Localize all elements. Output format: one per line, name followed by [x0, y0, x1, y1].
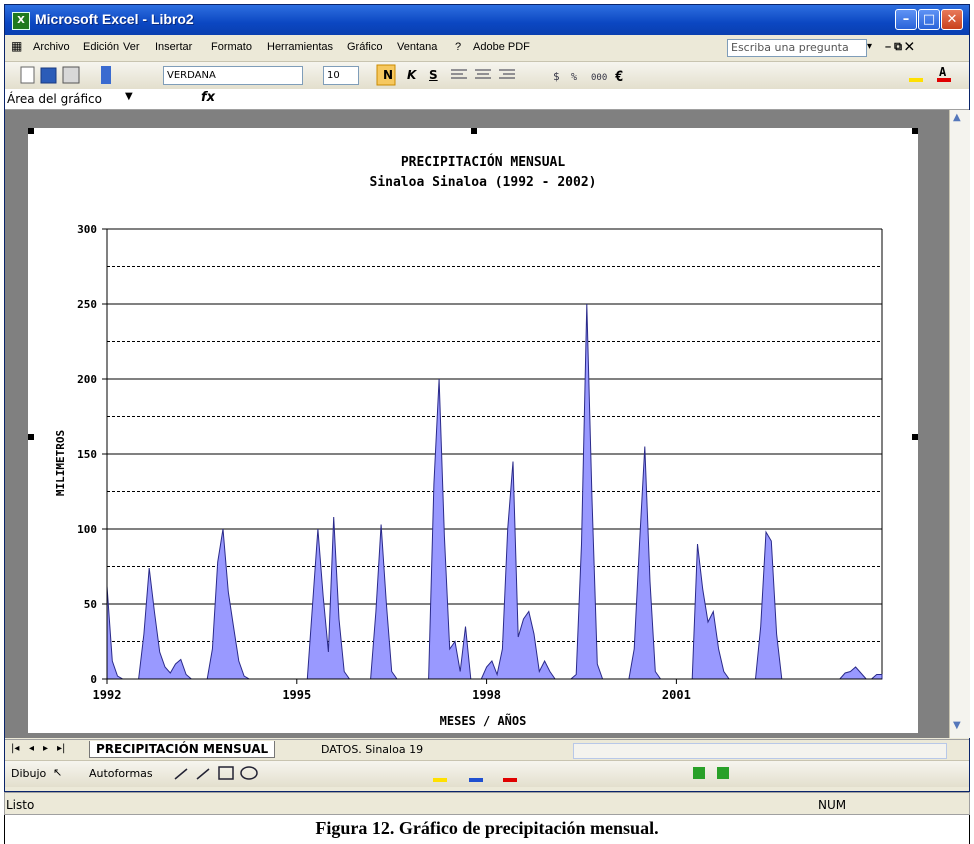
bold-button-bg: [376, 64, 396, 86]
y-tick-label: 150: [77, 448, 97, 461]
oval-tool-icon: [240, 766, 258, 780]
vertical-scrollbar[interactable]: ▲ ▼: [949, 110, 970, 738]
chart-area[interactable]: 0 50 100 150 200 250 300 1992 1995 1998 2001 PRECI…: [28, 128, 918, 733]
y-tick-label: 200: [77, 373, 97, 386]
status-bar: [4, 792, 970, 815]
menu-edicion[interactable]: Edición: [83, 41, 120, 53]
line-tool-icon: [174, 768, 188, 780]
excel-icon: X: [12, 12, 30, 30]
chart-title: PRECIPITACIÓN MENSUAL: [401, 154, 566, 170]
scroll-up-icon[interactable]: ▲: [953, 112, 961, 123]
arrow-tool-icon: [196, 768, 210, 780]
figure-caption: Figura 12. Gráfico de precipitación mens…: [315, 818, 659, 838]
num-lock-indicator: NUM: [818, 798, 847, 812]
fill-color-swatch: [433, 778, 447, 782]
print-preview-icon: [62, 66, 80, 84]
x-tick-label: 1998: [472, 688, 501, 702]
svg-text:%: %: [571, 72, 577, 83]
line-color-swatch: [469, 778, 483, 782]
y-tick-label: 0: [90, 673, 97, 686]
svg-text:A: A: [939, 65, 947, 79]
3d-icon: [717, 767, 729, 779]
svg-text:000: 000: [591, 73, 607, 83]
x-tick-label: 1992: [93, 688, 122, 702]
tab-prev-icon[interactable]: ◂: [29, 743, 35, 754]
menu-formato[interactable]: Formato: [211, 41, 252, 53]
menu-ver[interactable]: Ver: [123, 41, 140, 53]
scroll-down-icon[interactable]: ▼: [953, 720, 961, 731]
precipitation-chart[interactable]: 0 50 100 150 200 250 300 1992 1995 1998 2001 PRECI…: [28, 128, 918, 733]
resize-handle[interactable]: [28, 434, 34, 440]
dibujo-menu[interactable]: Dibujo: [11, 767, 47, 780]
name-box[interactable]: Área del gráfico: [7, 92, 102, 106]
x-tick-label: 2001: [662, 688, 691, 702]
workbook-icon[interactable]: ▦: [11, 39, 23, 53]
tab-last-icon[interactable]: ▸|: [57, 743, 66, 754]
restore-doc-button[interactable]: – ⧉ ✕: [885, 41, 914, 53]
y-tick-label: 250: [77, 298, 97, 311]
close-button[interactable]: ✕: [941, 9, 963, 30]
resize-handle[interactable]: [912, 434, 918, 440]
resize-handle[interactable]: [471, 128, 477, 134]
font-color-swatch: [503, 778, 517, 782]
shadow-icon: [693, 767, 705, 779]
horizontal-scrollbar[interactable]: [573, 743, 947, 759]
svg-text:€: €: [615, 69, 623, 85]
window-title: Microsoft Excel - Libro2: [35, 11, 194, 27]
sheet-tabs-bar: |◂ ◂ ▸ ▸| PRECIPITACIÓN MENSUAL DATOS. S…: [5, 739, 969, 760]
ask-question-input[interactable]: Escriba una pregunta: [727, 39, 867, 57]
caption-frame-left: [4, 815, 5, 844]
menu-archivo[interactable]: Archivo: [33, 41, 70, 53]
y-tick-label: 300: [77, 223, 97, 236]
y-tick-label: 50: [84, 598, 97, 611]
font-select[interactable]: VERDANA: [163, 66, 303, 85]
tab-first-icon[interactable]: |◂: [11, 743, 20, 754]
new-file-icon: [20, 66, 35, 84]
chart-subtitle: Sinaloa Sinaloa (1992 - 2002): [370, 175, 597, 190]
y-tick-label: 100: [77, 523, 97, 536]
font-size-select[interactable]: 10: [323, 66, 359, 85]
svg-text:$: $: [553, 70, 560, 83]
menu-adobe-pdf[interactable]: Adobe PDF: [473, 41, 530, 53]
tab-next-icon[interactable]: ▸: [43, 743, 49, 754]
drawing-toolbar: Dibujo ↖ Autoformas: [5, 760, 969, 787]
bold-button[interactable]: N: [383, 68, 394, 82]
precipitation-area-series: [106, 303, 883, 680]
resize-handle[interactable]: [28, 128, 34, 134]
fx-icon[interactable]: fx: [201, 90, 216, 105]
formula-bar: Área del gráfico ▼ fx: [5, 89, 969, 110]
status-text: Listo: [6, 798, 35, 812]
resize-handle[interactable]: [912, 128, 918, 134]
title-bar[interactable]: X Microsoft Excel - Libro2 – □ ✕: [5, 5, 969, 35]
italic-button[interactable]: K: [407, 68, 417, 82]
minimize-button[interactable]: –: [895, 9, 917, 30]
tab-precipitacion-mensual[interactable]: PRECIPITACIÓN MENSUAL: [89, 741, 276, 758]
save-icon: [40, 67, 57, 84]
autoformas-menu[interactable]: Autoformas: [89, 767, 153, 780]
ask-dropdown-icon[interactable]: ▾: [867, 41, 873, 52]
y-axis-label: MILIMETROS: [54, 430, 67, 496]
x-axis-label: MESES / AÑOS: [440, 713, 527, 728]
menu-herramientas[interactable]: Herramientas: [267, 41, 334, 53]
menu-ventana[interactable]: Ventana: [397, 41, 438, 53]
rectangle-tool-icon: [218, 766, 234, 780]
menu-grafico[interactable]: Gráfico: [347, 41, 383, 53]
menu-insertar[interactable]: Insertar: [155, 41, 193, 53]
tab-datos-sinaloa[interactable]: DATOS. Sinaloa 19: [321, 743, 424, 756]
maximize-button[interactable]: □: [918, 9, 940, 30]
name-box-dropdown-icon[interactable]: ▼: [125, 91, 133, 102]
x-tick-label: 1995: [282, 688, 311, 702]
standard-toolbar: $ % 000 € A N K S: [5, 62, 969, 90]
underline-button[interactable]: S: [429, 68, 438, 82]
caption-frame-right: [969, 815, 970, 844]
menu-ayuda[interactable]: ?: [455, 41, 462, 53]
select-arrow-icon[interactable]: ↖: [53, 766, 63, 779]
